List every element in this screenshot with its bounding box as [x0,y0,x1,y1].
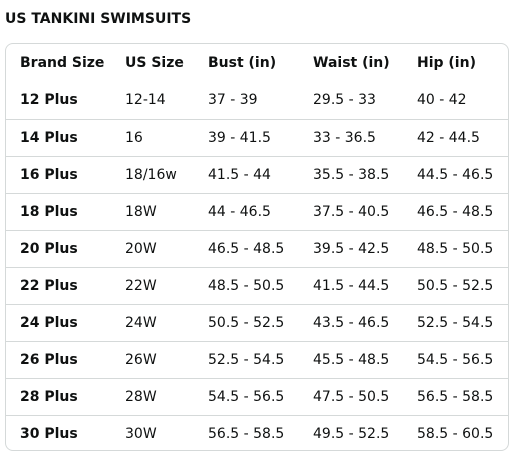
cell-waist: 41.5 - 44.5 [299,266,403,304]
table-row: 18 Plus 18W 44 - 46.5 37.5 - 40.5 46.5 -… [6,192,508,230]
table-row: 16 Plus 18/16w 41.5 - 44 35.5 - 38.5 44.… [6,155,508,193]
cell-us-size: 28W [111,377,194,415]
cell-waist: 29.5 - 33 [313,92,376,109]
cell-hip: 54.5 - 56.5 [403,340,508,378]
cell-waist: 49.5 - 52.5 [299,414,403,450]
cell-brand-size: 18 Plus [6,192,111,230]
cell-bust: 48.5 - 50.5 [194,266,299,304]
table-row: 22 Plus 22W 48.5 - 50.5 41.5 - 44.5 50.5… [6,266,508,304]
table-row: 30 Plus 30W 56.5 - 58.5 49.5 - 52.5 58.5… [6,414,508,450]
cell-waist: 43.5 - 46.5 [299,303,403,341]
cell-hip: 58.5 - 60.5 [403,414,508,450]
table-row: 20 Plus 20W 46.5 - 48.5 39.5 - 42.5 48.5… [6,229,508,267]
cell-waist: 33 - 36.5 [299,118,403,156]
cell-us-size: 26W [111,340,194,378]
cell-brand-size: 14 Plus [6,118,111,156]
cell-bust: 54.5 - 56.5 [194,377,299,415]
cell-us-size: 22W [111,266,194,304]
header-waist: Waist (in) [313,55,390,71]
cell-bust: 46.5 - 48.5 [194,229,299,267]
cell-brand-size: 20 Plus [6,229,111,267]
cell-bust: 44 - 46.5 [194,192,299,230]
cell-waist: 37.5 - 40.5 [299,192,403,230]
size-chart-table-container: Brand Size US Size Bust (in) Waist (in) … [5,43,509,451]
cell-brand-size: 16 Plus [6,155,111,193]
size-chart-table: Brand Size US Size Bust (in) Waist (in) … [6,44,508,450]
cell-us-size: 24W [111,303,194,341]
table-row: 14 Plus 16 39 - 41.5 33 - 36.5 42 - 44.5 [6,118,508,156]
cell-us-size: 30W [111,414,194,450]
cell-bust: 52.5 - 54.5 [194,340,299,378]
cell-hip: 52.5 - 54.5 [403,303,508,341]
cell-waist: 39.5 - 42.5 [299,229,403,267]
cell-brand-size: 22 Plus [6,266,111,304]
cell-bust: 39 - 41.5 [194,118,299,156]
cell-us-size: 20W [111,229,194,267]
cell-bust: 50.5 - 52.5 [194,303,299,341]
page-title: US TANKINI SWIMSUITS [5,11,192,27]
header-brand-size: Brand Size [20,55,105,71]
cell-hip: 42 - 44.5 [403,118,508,156]
cell-brand-size: 24 Plus [6,303,111,341]
cell-us-size: 18W [111,192,194,230]
cell-waist: 45.5 - 48.5 [299,340,403,378]
cell-hip: 56.5 - 58.5 [403,377,508,415]
table-row: 24 Plus 24W 50.5 - 52.5 43.5 - 46.5 52.5… [6,303,508,341]
cell-us-size: 12-14 [125,92,166,109]
header-bust: Bust (in) [208,55,277,71]
table-row: 12 Plus 12-14 37 - 39 29.5 - 33 40 - 42 [6,82,508,119]
cell-hip: 48.5 - 50.5 [403,229,508,267]
cell-hip: 40 - 42 [417,92,467,109]
cell-brand-size: 30 Plus [6,414,111,450]
cell-bust: 41.5 - 44 [194,155,299,193]
header-us-size: US Size [125,55,184,71]
cell-hip: 46.5 - 48.5 [403,192,508,230]
cell-bust: 37 - 39 [208,92,258,109]
header-hip: Hip (in) [417,55,476,71]
cell-brand-size: 12 Plus [20,92,78,109]
cell-hip: 50.5 - 52.5 [403,266,508,304]
cell-brand-size: 26 Plus [6,340,111,378]
table-row: 28 Plus 28W 54.5 - 56.5 47.5 - 50.5 56.5… [6,377,508,415]
table-header-row: Brand Size US Size Bust (in) Waist (in) … [6,44,508,82]
cell-bust: 56.5 - 58.5 [194,414,299,450]
cell-us-size: 18/16w [111,155,194,193]
cell-us-size: 16 [111,118,194,156]
cell-brand-size: 28 Plus [6,377,111,415]
table-row: 26 Plus 26W 52.5 - 54.5 45.5 - 48.5 54.5… [6,340,508,378]
cell-waist: 47.5 - 50.5 [299,377,403,415]
cell-hip: 44.5 - 46.5 [403,155,508,193]
cell-waist: 35.5 - 38.5 [299,155,403,193]
